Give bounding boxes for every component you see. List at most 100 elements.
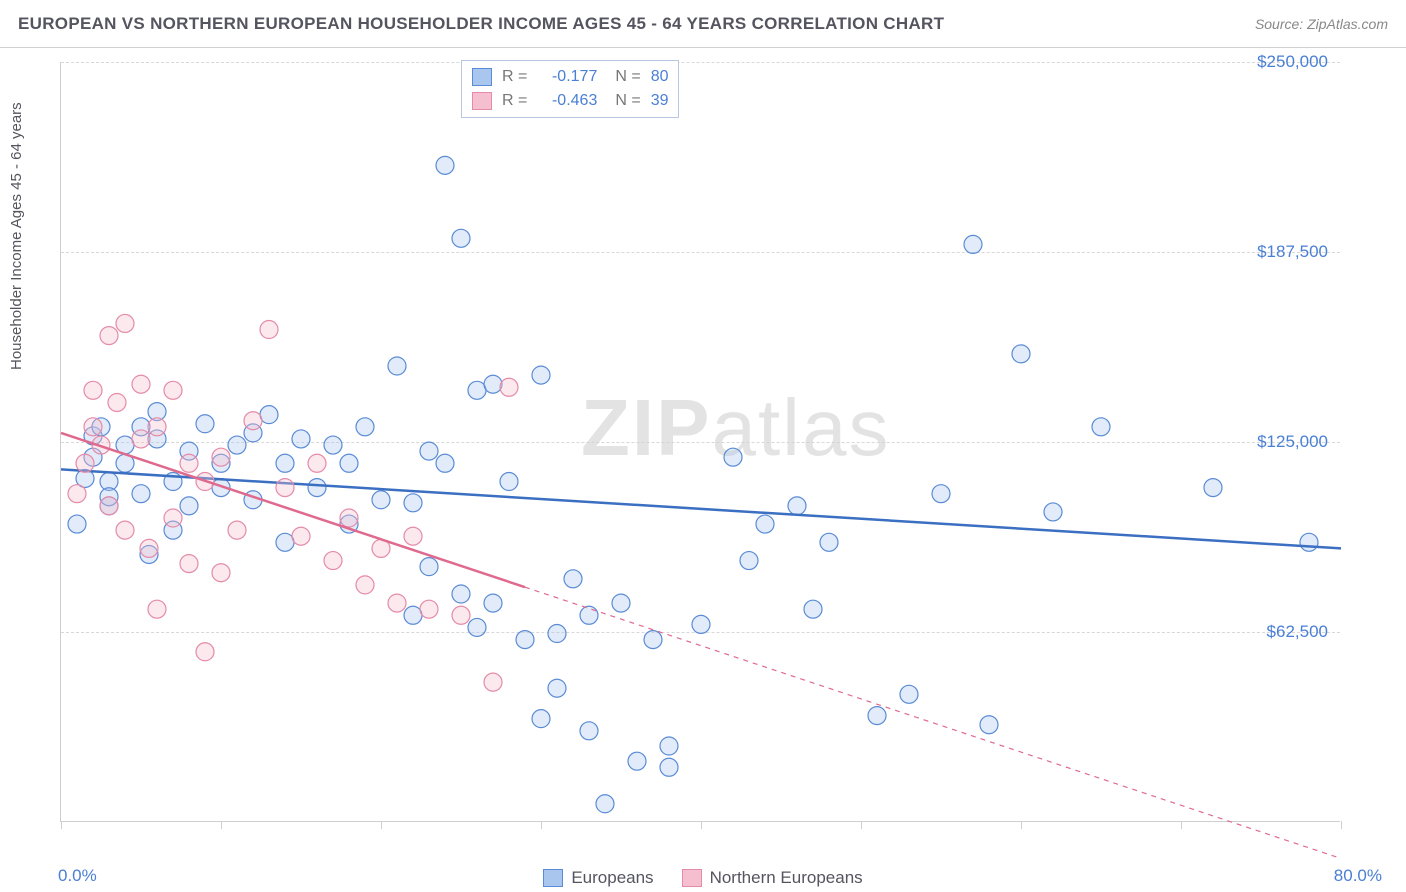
data-point — [132, 485, 150, 503]
data-point — [964, 235, 982, 253]
data-point — [548, 625, 566, 643]
trend-line-extrapolated — [525, 587, 1341, 858]
data-point — [868, 707, 886, 725]
data-point — [372, 491, 390, 509]
legend-series: EuropeansNorthern Europeans — [0, 868, 1406, 888]
data-point — [404, 527, 422, 545]
data-point — [76, 454, 94, 472]
data-point — [756, 515, 774, 533]
x-tick — [1341, 821, 1342, 829]
x-tick — [701, 821, 702, 829]
data-point — [516, 631, 534, 649]
title-bar: EUROPEAN VS NORTHERN EUROPEAN HOUSEHOLDE… — [0, 0, 1406, 48]
data-point — [132, 430, 150, 448]
data-point — [260, 321, 278, 339]
data-point — [132, 375, 150, 393]
data-point — [388, 357, 406, 375]
legend-correlation-row: R =-0.177N =80 — [472, 65, 668, 89]
data-point — [1092, 418, 1110, 436]
data-point — [292, 527, 310, 545]
legend-swatch — [543, 869, 563, 887]
data-point — [628, 752, 646, 770]
x-tick — [381, 821, 382, 829]
data-point — [1300, 533, 1318, 551]
data-point — [196, 643, 214, 661]
r-value: -0.177 — [537, 65, 597, 89]
data-point — [580, 722, 598, 740]
data-point — [932, 485, 950, 503]
n-label: N = — [615, 89, 640, 113]
data-point — [1204, 479, 1222, 497]
y-tick-label: $62,500 — [1267, 622, 1328, 642]
data-point — [212, 448, 230, 466]
trend-line — [61, 433, 525, 587]
r-label: R = — [502, 89, 527, 113]
data-point — [596, 795, 614, 813]
x-tick — [541, 821, 542, 829]
data-point — [468, 381, 486, 399]
chart-title: EUROPEAN VS NORTHERN EUROPEAN HOUSEHOLDE… — [18, 14, 944, 34]
data-point — [116, 521, 134, 539]
data-point — [420, 442, 438, 460]
data-point — [244, 412, 262, 430]
data-point — [660, 737, 678, 755]
legend-series-label: Northern Europeans — [710, 868, 863, 888]
data-point — [108, 393, 126, 411]
data-point — [196, 415, 214, 433]
data-point — [1012, 345, 1030, 363]
data-point — [356, 576, 374, 594]
legend-swatch — [682, 869, 702, 887]
data-point — [532, 710, 550, 728]
data-point — [388, 594, 406, 612]
data-point — [532, 366, 550, 384]
source-label: Source: ZipAtlas.com — [1255, 16, 1388, 32]
data-point — [164, 381, 182, 399]
legend-swatch — [472, 68, 492, 86]
data-point — [148, 600, 166, 618]
data-point — [404, 494, 422, 512]
data-point — [340, 509, 358, 527]
data-point — [100, 497, 118, 515]
plot-area: ZIPatlas R =-0.177N =80R =-0.463N =39 $6… — [60, 62, 1340, 822]
data-point — [276, 479, 294, 497]
data-point — [292, 430, 310, 448]
data-point — [484, 594, 502, 612]
data-point — [1044, 503, 1062, 521]
data-point — [116, 314, 134, 332]
y-axis-label: Householder Income Ages 45 - 64 years — [8, 102, 25, 370]
data-point — [564, 570, 582, 588]
data-point — [324, 436, 342, 454]
data-point — [180, 454, 198, 472]
data-point — [308, 479, 326, 497]
data-point — [436, 454, 454, 472]
data-point — [324, 552, 342, 570]
x-tick — [1021, 821, 1022, 829]
data-point — [212, 564, 230, 582]
data-point — [420, 600, 438, 618]
data-point — [692, 615, 710, 633]
data-point — [452, 229, 470, 247]
x-tick — [861, 821, 862, 829]
data-point — [660, 758, 678, 776]
data-point — [484, 375, 502, 393]
x-tick — [221, 821, 222, 829]
data-point — [724, 448, 742, 466]
data-point — [468, 618, 486, 636]
data-point — [180, 497, 198, 515]
x-tick — [1181, 821, 1182, 829]
data-point — [548, 679, 566, 697]
data-point — [260, 406, 278, 424]
legend-correlation-row: R =-0.463N =39 — [472, 89, 668, 113]
n-value: 39 — [651, 89, 669, 113]
legend-series-item: Northern Europeans — [682, 868, 863, 888]
r-label: R = — [502, 65, 527, 89]
data-point — [68, 485, 86, 503]
n-value: 80 — [651, 65, 669, 89]
data-point — [612, 594, 630, 612]
data-point — [740, 552, 758, 570]
data-point — [84, 418, 102, 436]
legend-correlation: R =-0.177N =80R =-0.463N =39 — [461, 60, 679, 118]
data-point — [452, 585, 470, 603]
data-point — [148, 418, 166, 436]
data-point — [228, 436, 246, 454]
